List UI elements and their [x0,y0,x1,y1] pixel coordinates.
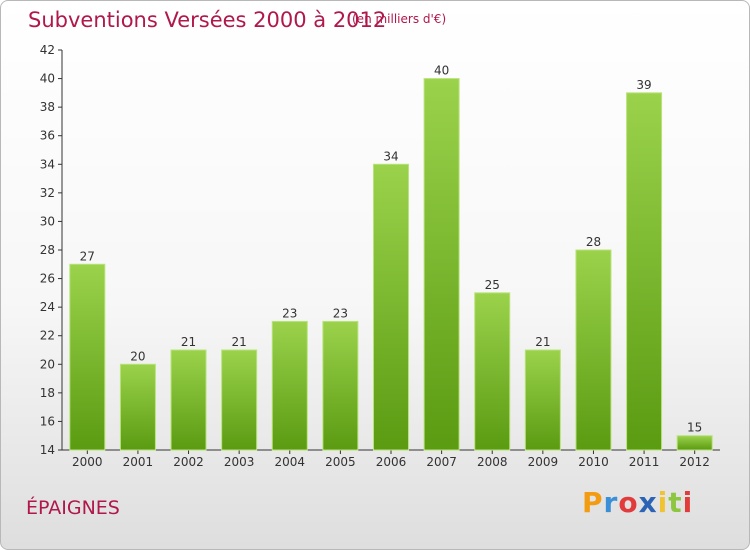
bar-value-label: 21 [181,335,196,349]
y-tick-label: 38 [40,100,55,114]
x-tick-label: 2005 [325,455,356,469]
chart-title: Subventions Versées 2000 à 2012 [28,8,387,32]
x-tick-label: 2010 [578,455,609,469]
y-tick-label: 18 [40,386,55,400]
logo-letter: o [618,486,639,519]
bar-value-label: 25 [485,278,500,292]
x-tick-label: 2011 [629,455,660,469]
bar-value-label: 34 [383,149,398,163]
bar-value-label: 21 [232,335,247,349]
logo-letter: P [582,486,604,519]
x-tick-label: 2007 [426,455,457,469]
commune-name: ÉPAIGNES [26,497,120,519]
bar[interactable] [626,92,663,451]
x-tick-label: 2009 [528,455,559,469]
bar-value-label: 40 [434,64,449,78]
bar[interactable] [170,349,207,451]
bar[interactable] [373,163,409,451]
bar-value-label: 15 [687,421,702,435]
bar[interactable] [119,363,156,451]
bar[interactable] [322,320,359,451]
y-tick-label: 34 [40,157,55,171]
x-tick-label: 2000 [72,455,103,469]
y-tick-label: 22 [40,329,55,343]
bar-value-label: 23 [333,306,348,320]
y-tick-label: 26 [40,272,55,286]
bar-value-label: 20 [130,349,145,363]
x-tick-label: 2012 [679,455,710,469]
bar[interactable] [69,263,106,451]
y-tick-label: 16 [40,414,55,428]
y-tick-label: 32 [40,186,55,200]
bar[interactable] [221,349,258,451]
proxiti-logo[interactable]: Proxiti [582,486,693,519]
logo-letter: t [668,486,683,519]
y-tick-label: 28 [40,243,55,257]
x-tick-label: 2004 [274,455,305,469]
chart-subtitle: (en milliers d'€) [352,12,447,26]
x-tick-label: 2006 [376,455,407,469]
bar-value-label: 27 [80,249,95,263]
bar[interactable] [423,78,460,451]
y-tick-label: 36 [40,129,55,143]
y-tick-label: 14 [40,443,55,457]
bar[interactable] [474,292,511,451]
bar-value-label: 28 [586,235,601,249]
logo-letter: r [603,486,619,519]
logo-letter: i [682,486,694,519]
x-tick-label: 2003 [224,455,255,469]
bar-value-label: 39 [636,78,651,92]
x-tick-label: 2002 [173,455,204,469]
y-tick-label: 42 [40,43,55,57]
bar-value-label: 21 [535,335,550,349]
bar[interactable] [524,349,561,451]
y-tick-label: 24 [40,300,55,314]
y-tick-label: 20 [40,357,55,371]
x-tick-label: 2008 [477,455,508,469]
x-tick-label: 2001 [123,455,154,469]
y-tick-label: 40 [40,72,55,86]
bar-value-label: 23 [282,306,297,320]
logo-letter: x [638,486,658,519]
bar[interactable] [575,249,612,451]
bar[interactable] [271,320,308,451]
bar[interactable] [676,435,713,451]
logo-letter: i [657,486,669,519]
y-tick-label: 30 [40,214,55,228]
